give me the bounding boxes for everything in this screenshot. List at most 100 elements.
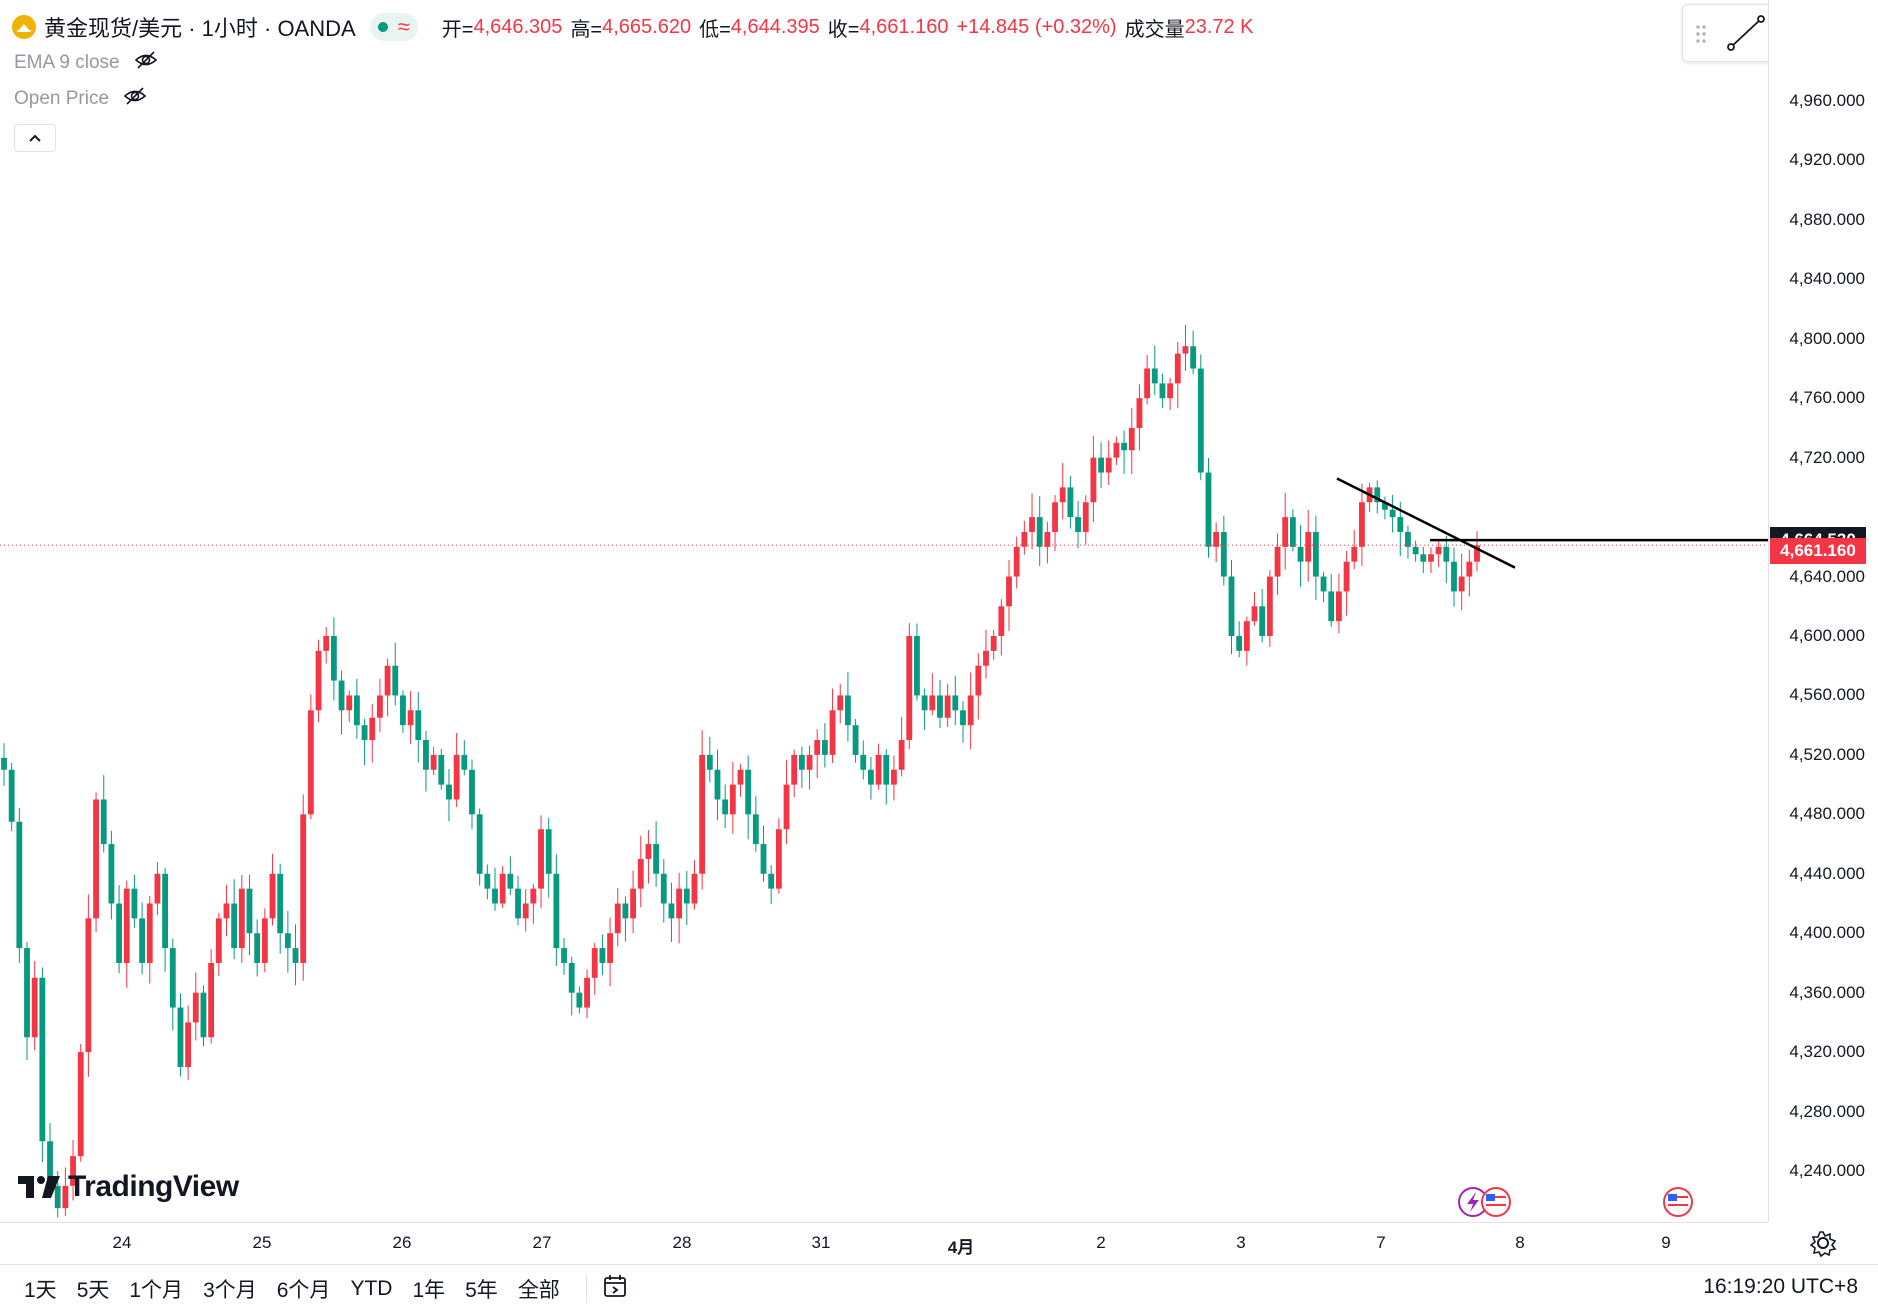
candle-body	[1082, 502, 1089, 532]
price-tick-label: 4,960.000	[1789, 91, 1865, 110]
candle-body	[346, 695, 353, 711]
candle-body	[553, 873, 560, 949]
range-button-1y[interactable]: 1年	[412, 1278, 446, 1302]
price-chart[interactable]	[0, 0, 1768, 1222]
candle-body	[706, 754, 713, 770]
range-button-1d[interactable]: 1天	[24, 1278, 57, 1302]
range-button-1m[interactable]: 1个月	[129, 1278, 184, 1302]
last-price-tag[interactable]: 4,661.160	[1770, 538, 1866, 565]
change-value: +14.845 (+0.32%)	[956, 15, 1117, 38]
candle-body	[1205, 472, 1212, 547]
candle-body	[1389, 509, 1396, 518]
candle-body	[914, 636, 920, 696]
candle-body	[377, 695, 383, 718]
candle-body	[683, 888, 690, 904]
price-tick-label: 4,320.000	[1789, 1042, 1865, 1062]
candle-body	[975, 665, 982, 696]
time-tick-label: 9	[1661, 1233, 1671, 1252]
time-tick-label: 2	[1096, 1233, 1106, 1252]
candle-body	[814, 740, 821, 755]
indicator-label: Open Price	[14, 88, 110, 109]
candle-body	[937, 695, 943, 718]
candle-body	[637, 858, 644, 889]
market-status-badge[interactable]: ≈	[369, 13, 418, 41]
clock-display[interactable]: 16:19:20 UTC+8	[1703, 1275, 1858, 1298]
goto-date-icon[interactable]	[601, 1272, 629, 1305]
volume-value: 23.72 K	[1184, 15, 1254, 38]
candle-body	[791, 754, 798, 785]
indicator-label: EMA 9 close	[14, 52, 120, 73]
candle-body	[614, 903, 621, 934]
candle-body	[1052, 502, 1058, 532]
candle-body	[1282, 517, 1289, 547]
range-button-ytd[interactable]: YTD	[350, 1276, 393, 1300]
tradingview-logo[interactable]: TradingView	[18, 1170, 239, 1204]
candle-body	[691, 873, 698, 904]
price-axis[interactable]: 4,960.000 4,920.000 4,880.000 4,840.000 4,80…	[1768, 0, 1878, 1222]
candle-body	[883, 754, 890, 785]
collapse-legend-button[interactable]	[14, 124, 56, 152]
indicator-ema[interactable]: EMA 9 close	[14, 48, 158, 78]
price-tick-label: 4,720.000	[1789, 447, 1865, 467]
candle-body	[384, 665, 391, 696]
candle-body	[875, 754, 882, 785]
candle-body	[944, 695, 951, 718]
candle-body	[1167, 383, 1174, 399]
price-tick-label: 4,920.000	[1789, 150, 1865, 170]
candle-body	[1075, 517, 1081, 532]
chart-settings-icon[interactable]	[1808, 1228, 1838, 1258]
time-tick-label: 3	[1236, 1233, 1246, 1252]
price-tick-label: 4,800.000	[1789, 328, 1865, 348]
candle-body	[453, 754, 460, 800]
candle-body	[760, 844, 767, 874]
time-axis[interactable]: 24 25 26 27 28 31 4月 2 3 7 8 9	[0, 1222, 1768, 1265]
eye-off-icon[interactable]	[134, 50, 158, 76]
candle-body	[1359, 502, 1365, 547]
candle-body	[277, 873, 284, 934]
drag-handle-icon[interactable]	[1696, 25, 1706, 43]
candle-body	[476, 814, 483, 874]
candle-body	[438, 754, 445, 785]
symbol-title[interactable]: 黄金现货/美元 · 1小时 · OANDA	[44, 16, 356, 41]
candle-body	[307, 710, 314, 815]
range-button-all[interactable]: 全部	[517, 1278, 560, 1302]
candle-body	[62, 1185, 69, 1209]
range-button-6m[interactable]: 6个月	[276, 1278, 331, 1302]
low-value: 4,644.395	[730, 15, 820, 38]
candle-body	[752, 814, 759, 845]
time-tick-label: 27	[532, 1233, 552, 1252]
range-button-5d[interactable]: 5天	[76, 1278, 110, 1302]
candle-body	[1305, 531, 1312, 562]
candle-body	[415, 710, 422, 741]
candle-body	[745, 769, 752, 815]
candle-body	[1113, 442, 1120, 458]
candle-body	[323, 636, 330, 651]
candle-body	[24, 948, 30, 1038]
dividend-event-icon[interactable]	[1458, 1187, 1488, 1217]
us-flag-event-icon[interactable]	[1481, 1187, 1511, 1217]
range-button-3m[interactable]: 3个月	[203, 1278, 257, 1302]
candle-body	[284, 933, 291, 949]
candle-body	[1, 757, 7, 770]
candle-body	[1266, 576, 1273, 636]
candle-body	[530, 888, 537, 904]
range-button-5y[interactable]: 5年	[465, 1278, 498, 1302]
candle-body	[538, 829, 544, 889]
candle-body	[1236, 636, 1243, 651]
candle-body	[108, 844, 115, 904]
eye-off-icon[interactable]	[123, 86, 147, 112]
candle-body	[1044, 531, 1051, 547]
candle-body	[1382, 502, 1388, 510]
high-value: 4,665.620	[602, 15, 692, 38]
candle-body	[1274, 546, 1281, 577]
candle-body	[852, 725, 859, 755]
indicator-open-price[interactable]: Open Price	[14, 84, 147, 114]
candle-body	[300, 814, 307, 963]
close-label: 收=	[827, 18, 860, 41]
candle-body	[1128, 427, 1135, 451]
us-flag-event-icon[interactable]	[1663, 1187, 1693, 1217]
trend-line-icon[interactable]	[1727, 15, 1765, 51]
candle-body	[929, 695, 936, 711]
candle-body	[1036, 517, 1043, 547]
candle-body	[1159, 383, 1166, 399]
